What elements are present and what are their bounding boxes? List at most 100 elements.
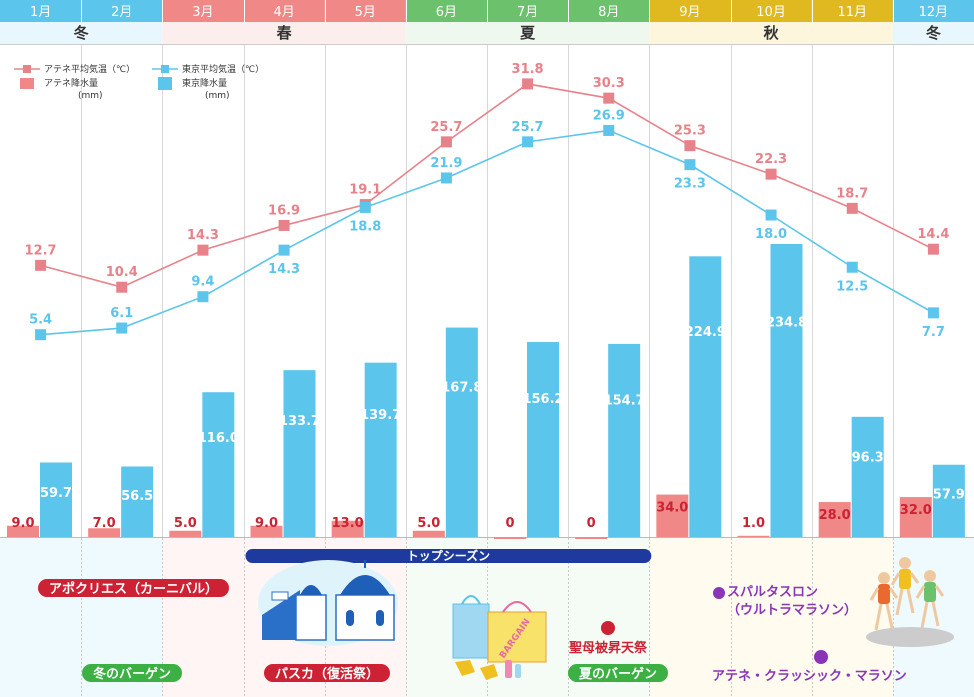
athens-rain-bar bbox=[88, 528, 121, 537]
tokyo-rain-bar bbox=[527, 342, 559, 537]
athens-rain-label: 7.0 bbox=[93, 516, 116, 531]
athens-temp-value: 25.7 bbox=[430, 120, 462, 135]
athens-rain-label: 5.0 bbox=[417, 516, 440, 531]
athens-rain-bar bbox=[899, 497, 932, 537]
athens-rain-label: 0 bbox=[505, 516, 514, 531]
legend-athens-rain-unit: (mm) bbox=[78, 91, 103, 101]
runner-arm bbox=[888, 587, 899, 599]
runner-arm bbox=[909, 572, 920, 584]
athens-rain-label: 9.0 bbox=[11, 516, 34, 531]
month-header-cell bbox=[324, 0, 406, 22]
runner-head bbox=[878, 572, 890, 584]
runner-head bbox=[924, 570, 936, 582]
tokyo-rain-label: 139.7 bbox=[360, 408, 401, 423]
tokyo-temp-point bbox=[765, 209, 777, 221]
athens-temp-value: 10.4 bbox=[106, 265, 138, 280]
event-pascha-label: パスカ（復活祭） bbox=[275, 666, 379, 682]
tokyo-rain-bar bbox=[851, 416, 884, 537]
tokyo-temp-value: 7.7 bbox=[922, 325, 945, 340]
tokyo-temp-point bbox=[116, 322, 128, 334]
runner-arm bbox=[890, 572, 901, 586]
athens-temp-point bbox=[684, 140, 696, 152]
month-label: 6月 bbox=[436, 5, 457, 20]
tokyo-rain-label: 96.3 bbox=[852, 450, 884, 465]
athens-temp-line bbox=[40, 83, 934, 289]
marathon-runners-icon bbox=[866, 557, 954, 647]
temperature-lines: 12.7 10.4 14.3 16.9 19.1 25.7 31.8 30.3 25.3 22.3… bbox=[25, 62, 949, 341]
month-header-cell bbox=[0, 0, 82, 22]
tokyo-rain-label: 133.7 bbox=[279, 414, 320, 429]
tokyo-temp-value: 18.8 bbox=[349, 219, 381, 234]
event-summer-sale-label: 夏のバーゲン bbox=[578, 666, 657, 682]
tokyo-rain-label: 234.8 bbox=[766, 315, 807, 330]
santorini-building bbox=[295, 594, 327, 641]
month-header-cell bbox=[568, 0, 650, 22]
top-season-label: トップシーズン bbox=[407, 548, 490, 563]
runner-body bbox=[878, 584, 890, 604]
month-header-cell bbox=[405, 0, 487, 22]
runner-arm bbox=[869, 587, 880, 601]
month-label: 3月 bbox=[192, 5, 213, 20]
tokyo-temp-point bbox=[684, 159, 696, 171]
athens-rain-bar bbox=[331, 520, 364, 537]
season-row: 冬春夏秋冬 bbox=[0, 22, 974, 45]
month-label: 10月 bbox=[756, 5, 786, 20]
event-marathon-dot bbox=[814, 650, 828, 664]
month-label: 12月 bbox=[919, 5, 949, 20]
athens-temp-point bbox=[35, 259, 47, 271]
athens-rain-bar bbox=[494, 537, 526, 539]
runner-body bbox=[924, 582, 936, 602]
month-label: 1月 bbox=[30, 5, 51, 20]
season-panel-bg bbox=[649, 538, 893, 697]
athens-temp-value: 22.3 bbox=[755, 152, 787, 167]
athens-temp-value: 14.3 bbox=[187, 228, 219, 243]
tokyo-temp-value: 12.5 bbox=[836, 279, 868, 294]
athens-temp-value: 25.3 bbox=[674, 124, 706, 139]
legend-athens-rain-swatch bbox=[20, 78, 34, 89]
athens-temp-value: 12.7 bbox=[25, 243, 57, 258]
athens-temp-value: 31.8 bbox=[512, 62, 544, 77]
athens-temp-value: 18.7 bbox=[836, 186, 868, 201]
athens-temp-value: 30.3 bbox=[593, 76, 625, 91]
month-header-cell bbox=[162, 0, 244, 22]
event-apokries-label: アポクリエス（カーニバル） bbox=[49, 581, 218, 597]
santorini-window bbox=[376, 610, 384, 626]
shopping-bags-icon: BARGAIN bbox=[452, 595, 547, 680]
athens-temp-point bbox=[278, 219, 290, 231]
tokyo-temp-value: 23.3 bbox=[674, 177, 706, 192]
tokyo-temp-value: 18.0 bbox=[755, 227, 787, 242]
athens-temp-point bbox=[197, 244, 209, 256]
tokyo-temp-value: 21.9 bbox=[430, 156, 462, 171]
runner-head bbox=[899, 557, 911, 569]
runner-leg bbox=[920, 601, 929, 629]
athens-rain-label: 28.0 bbox=[819, 508, 851, 523]
tokyo-temp-point bbox=[197, 291, 209, 303]
runner-body bbox=[899, 569, 911, 589]
season-label: 秋 bbox=[764, 24, 780, 42]
season-cell bbox=[0, 22, 163, 44]
legend-tokyo-rain-label: 東京降水量 bbox=[182, 77, 227, 89]
runner-leg bbox=[931, 601, 940, 627]
month-header-cell bbox=[649, 0, 731, 22]
month-header-cell bbox=[487, 0, 569, 22]
cosmetic-bottle bbox=[505, 660, 512, 678]
tokyo-rain-label: 167.8 bbox=[441, 381, 482, 396]
athens-rain-label: 13.0 bbox=[332, 516, 364, 531]
runner-leg bbox=[895, 588, 904, 616]
legend-athens-rain-label: アテネ降水量 bbox=[44, 77, 98, 89]
event-assumption-dot bbox=[601, 621, 615, 635]
event-winter-sale-pill bbox=[82, 664, 182, 682]
runner-leg bbox=[874, 603, 883, 631]
runner-arm bbox=[915, 585, 926, 599]
event-assumption-label: 聖母被昇天祭 bbox=[569, 640, 648, 656]
athens-temp-value: 19.1 bbox=[349, 183, 381, 198]
month-label: 8月 bbox=[598, 5, 619, 20]
legend-tokyo-rain-unit: (mm) bbox=[205, 91, 230, 101]
month-label: 9月 bbox=[679, 5, 700, 20]
tokyo-rain-label: 57.9 bbox=[933, 488, 965, 503]
athens-temp-point bbox=[116, 281, 128, 293]
runner-leg bbox=[885, 603, 894, 629]
athens-rain-bar bbox=[575, 537, 608, 539]
athens-rain-bar bbox=[412, 530, 445, 537]
legend-tokyo-rain-swatch bbox=[158, 77, 172, 90]
